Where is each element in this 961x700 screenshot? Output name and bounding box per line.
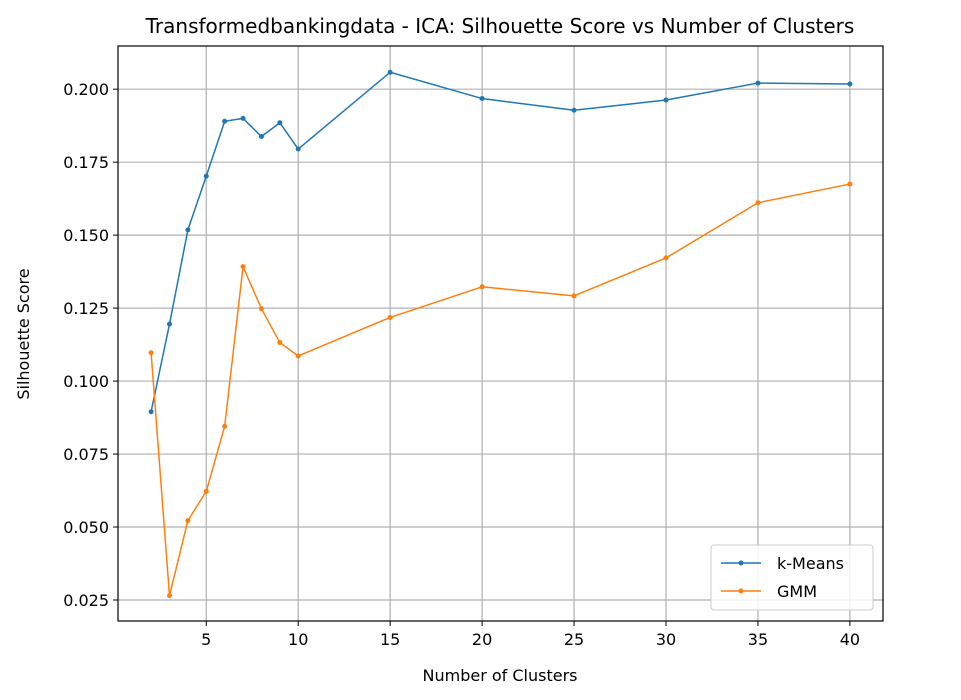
data-point-gmm <box>185 518 191 524</box>
data-point-k-means <box>222 118 228 124</box>
y-tick-label: 0.100 <box>63 372 109 391</box>
chart-title: Transformedbankingdata - ICA: Silhouette… <box>145 14 855 38</box>
x-tick-label: 40 <box>840 630 860 649</box>
x-tick-label: 15 <box>380 630 400 649</box>
data-point-k-means <box>847 81 853 87</box>
data-point-k-means <box>148 409 154 415</box>
legend-item-gmm: GMM <box>721 582 817 601</box>
data-point-gmm <box>203 488 209 494</box>
series-k-means <box>148 69 853 415</box>
legend-swatch-marker <box>738 588 744 594</box>
data-point-k-means <box>185 227 191 233</box>
y-tick-label: 0.125 <box>63 299 109 318</box>
data-point-k-means <box>166 321 172 327</box>
data-point-k-means <box>663 97 669 103</box>
data-point-gmm <box>847 181 853 187</box>
data-point-gmm <box>663 255 669 261</box>
y-axis-label: Silhouette Score <box>14 268 33 399</box>
data-point-k-means <box>755 80 761 86</box>
data-point-gmm <box>755 200 761 206</box>
data-point-gmm <box>571 293 577 299</box>
legend-swatch-marker <box>738 560 744 566</box>
data-point-gmm <box>387 314 393 320</box>
grid <box>118 46 883 621</box>
data-point-k-means <box>258 133 264 139</box>
y-tick-label: 0.175 <box>63 153 109 172</box>
data-point-k-means <box>387 69 393 75</box>
data-point-k-means <box>240 115 246 121</box>
data-point-gmm <box>258 306 264 312</box>
y-tick-label: 0.150 <box>63 226 109 245</box>
data-point-k-means <box>203 173 209 179</box>
y-tick-label: 0.025 <box>63 591 109 610</box>
data-point-k-means <box>571 107 577 113</box>
x-axis-ticks: 5 10 15 20 25 30 35 40 <box>201 621 860 649</box>
x-tick-label: 30 <box>656 630 676 649</box>
plot-frame <box>117 45 884 622</box>
legend-label: GMM <box>777 582 817 601</box>
data-point-gmm <box>166 593 172 599</box>
legend-box <box>710 544 874 611</box>
data-point-k-means <box>295 146 301 152</box>
x-tick-label: 5 <box>201 630 211 649</box>
x-axis-label: Number of Clusters <box>423 666 578 685</box>
legend: k-Means GMM <box>710 544 874 611</box>
y-tick-label: 0.050 <box>63 518 109 537</box>
series-gmm <box>148 181 853 599</box>
y-tick-label: 0.200 <box>63 80 109 99</box>
series-layer <box>148 69 853 599</box>
x-tick-label: 20 <box>472 630 492 649</box>
data-point-k-means <box>277 120 283 126</box>
legend-label: k-Means <box>777 554 844 573</box>
y-tick-label: 0.075 <box>63 445 109 464</box>
x-tick-label: 10 <box>288 630 308 649</box>
data-point-gmm <box>240 264 246 270</box>
y-axis-ticks: 0.025 0.050 0.075 0.100 0.125 0.150 0.175 0.200 <box>63 80 118 610</box>
data-point-gmm <box>222 423 228 429</box>
data-point-k-means <box>479 96 485 102</box>
data-point-gmm <box>277 340 283 346</box>
x-tick-label: 35 <box>748 630 768 649</box>
data-point-gmm <box>479 284 485 290</box>
legend-item-k-means: k-Means <box>721 554 844 573</box>
data-point-gmm <box>148 350 154 356</box>
data-point-gmm <box>295 353 301 359</box>
x-tick-label: 25 <box>564 630 584 649</box>
